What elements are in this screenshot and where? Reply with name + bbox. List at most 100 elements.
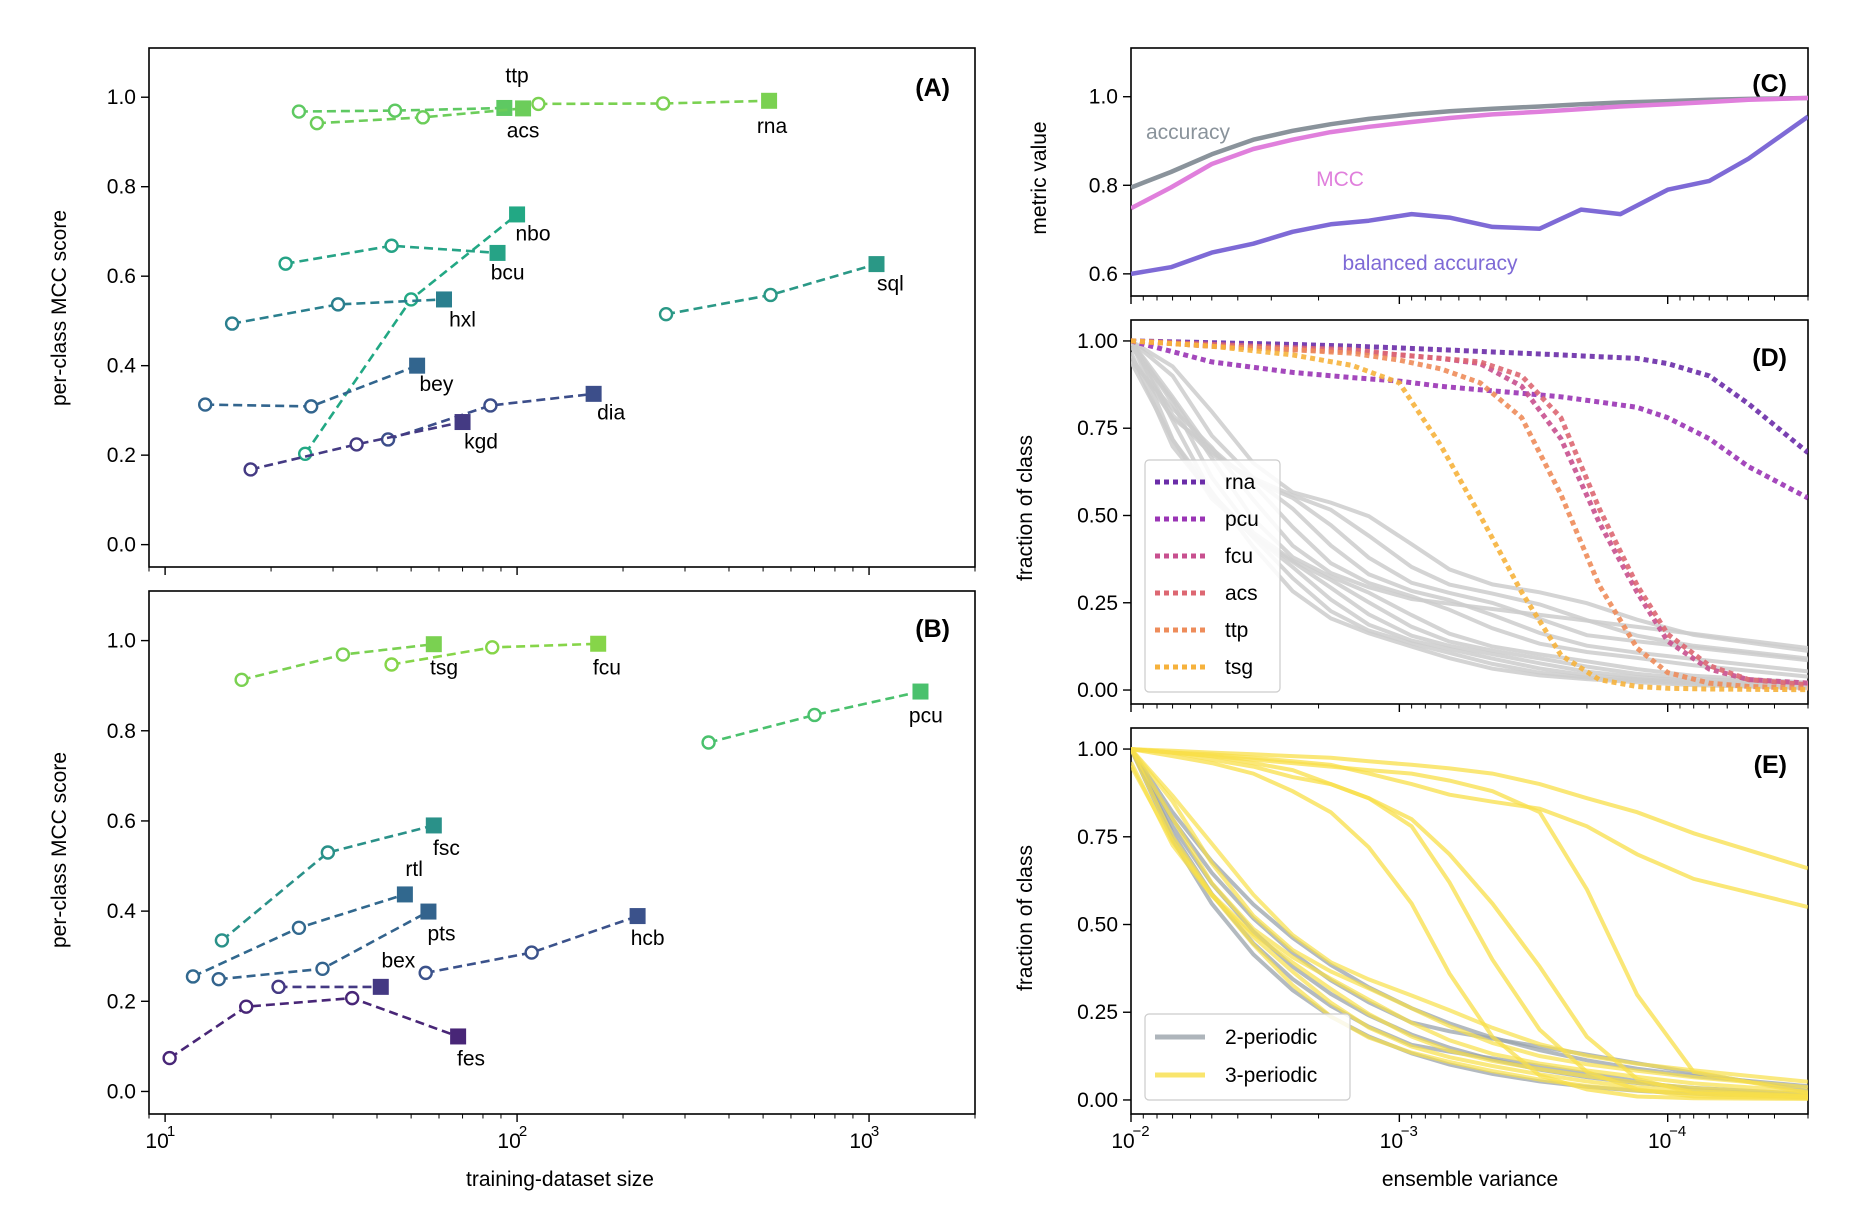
panel-e-frame [1130,727,1809,1115]
panel-b: (B) per-class MCC score training-dataset… [48,590,976,1191]
series-label-kgd: kgd [464,430,498,453]
marker-circle-sql [763,287,778,303]
legend-label-tsg: tsg [1225,656,1253,679]
periodic3-curve [1131,747,1808,1099]
y-tick-label: 0.8 [107,720,136,743]
x-tick-exponent: 1 [167,1123,175,1140]
marker-circle-dia [380,432,396,447]
marker-circle-fes [344,990,360,1006]
marker-circle-hxl [330,297,346,312]
metric-label-accuracy: accuracy [1146,121,1231,144]
marker-circle-hcb [418,965,433,981]
series-line-fes [168,996,459,1060]
series-label-hxl: hxl [449,309,476,332]
marker-square-nbo [509,206,526,223]
periodic3-curve [1131,747,1808,1084]
series-label-sql: sql [877,272,904,295]
metric-label-MCC: MCC [1316,168,1364,191]
marker-square-hcb [629,908,646,925]
series-label-ttp: ttp [505,64,528,87]
class-curve-rna [1131,338,1808,455]
series-label-fcu: fcu [593,656,621,679]
y-tick-label: 0.0 [107,534,136,557]
legend-label-acs: acs [1225,582,1258,605]
y-tick-label: 0.8 [107,176,136,199]
metric-line-accuracy [1131,95,1808,190]
marker-square-tsg [425,636,442,653]
series-line-dia [387,392,594,441]
series-label-pts: pts [428,922,456,945]
x-tick-exponent: −3 [1401,1123,1418,1140]
class-curve-tsg [1131,338,1808,693]
x-tick-exponent: −2 [1132,1123,1149,1140]
marker-circle-ttp [291,104,307,119]
legend-label-2-periodic: 2-periodic [1225,1026,1317,1049]
series-line-bcu [285,244,498,265]
y-tick-label: 0.6 [1089,263,1118,286]
marker-square-bex [372,978,389,995]
series-label-acs: acs [507,119,540,142]
panel-c-ylabel: metric value [1028,121,1051,234]
y-tick-label: 1.00 [1077,738,1118,761]
series-label-fes: fes [457,1047,485,1070]
x-tick-exponent: 2 [519,1123,527,1140]
marker-circle-bey [303,399,319,414]
legend-box [1144,459,1281,693]
panel-b-frame [148,590,976,1115]
series-line-pcu [708,690,921,744]
marker-circle-hxl [224,316,240,331]
marker-circle-nbo [403,292,419,307]
marker-circle-bcu [278,256,293,271]
marker-circle-pcu [701,735,716,750]
y-tick-label: 1.0 [107,86,136,109]
series-line-fsc [221,824,435,942]
legend-label-rna: rna [1225,471,1256,494]
panel-a-label: (A) [915,74,950,102]
class-curve-pcu [1131,338,1808,501]
marker-square-dia [585,385,602,402]
background-curve [1131,339,1808,661]
y-tick-label: 0.25 [1077,592,1118,615]
series-line-ttp [298,106,505,113]
y-tick-label: 0.75 [1077,826,1118,849]
marker-circle-fcu [485,640,500,655]
x-tick-exponent: 3 [871,1123,879,1140]
panel-a: (A) per-class MCC score 0.0 0.2 0.4 0.6 0.8 1… [48,47,976,575]
series-label-hcb: hcb [631,927,665,950]
marker-circle-bex [271,979,286,995]
marker-circle-kgd [349,437,364,452]
periodic3-curve [1131,747,1808,871]
panel-b-label: (B) [915,615,950,643]
marker-square-rtl [396,886,413,903]
marker-circle-fsc [320,845,336,860]
marker-circle-hcb [524,945,539,960]
marker-circle-ttp [387,103,403,118]
series-label-pcu: pcu [909,705,943,728]
x-tick-label: 10 [1380,1130,1403,1153]
marker-circle-rna [531,96,546,112]
marker-circle-acs [309,115,325,131]
y-tick-label: 0.2 [107,444,136,467]
marker-square-pcu [912,683,929,700]
marker-square-fes [450,1028,467,1045]
panel-c-label: (C) [1752,70,1787,98]
legend-label-pcu: pcu [1225,508,1259,531]
marker-square-acs [515,100,532,117]
panel-a-frame [148,47,976,568]
periodic3-curve [1131,747,1808,1101]
periodic3-curve [1131,747,1808,1090]
periodic3-curve [1131,748,1808,1094]
series-line-nbo [304,213,518,455]
marker-square-hxl [436,291,453,308]
marker-circle-bey [198,397,213,412]
marker-circle-dia [483,398,498,413]
y-tick-label: 0.75 [1077,417,1118,440]
marker-square-kgd [454,414,471,431]
x-tick-label: 10 [849,1130,872,1153]
y-tick-label: 0.2 [107,990,136,1013]
panel-d-ylabel: fraction of class [1014,435,1037,581]
class-curve-ttp [1131,338,1808,691]
marker-circle-pts [315,961,330,977]
marker-circle-fes [239,999,254,1014]
